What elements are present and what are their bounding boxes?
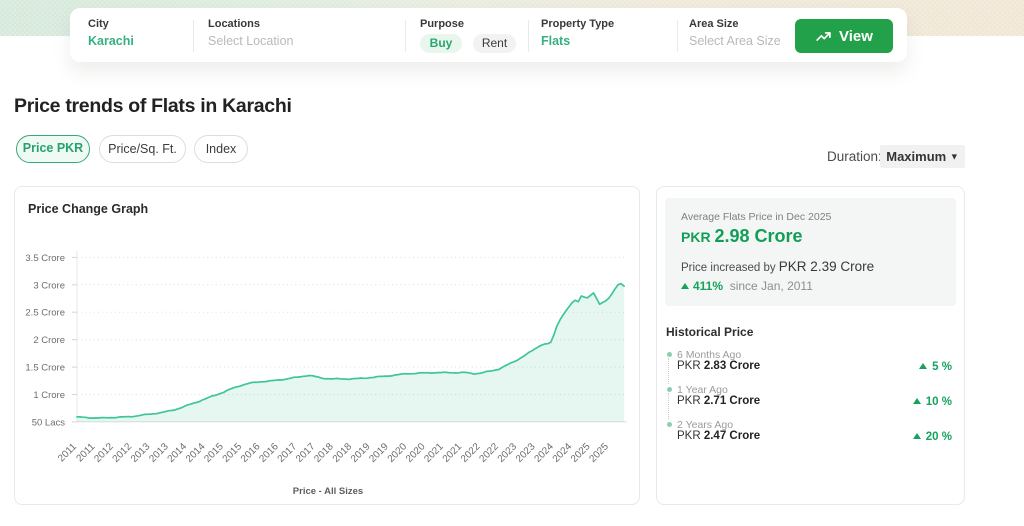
svg-text:2015: 2015 [221, 441, 245, 465]
svg-text:2021: 2021 [441, 441, 465, 465]
svg-text:3.5 Crore: 3.5 Crore [25, 253, 65, 264]
svg-text:1 Crore: 1 Crore [33, 390, 65, 401]
svg-text:2016: 2016 [257, 441, 281, 465]
svg-text:2023: 2023 [514, 441, 538, 465]
svg-text:1.5 Crore: 1.5 Crore [25, 363, 65, 374]
svg-text:2017: 2017 [294, 441, 318, 465]
svg-text:2012: 2012 [92, 441, 116, 465]
svg-text:2013: 2013 [147, 441, 171, 465]
svg-text:2021: 2021 [422, 441, 446, 465]
svg-text:2013: 2013 [129, 441, 153, 465]
svg-text:2024: 2024 [551, 441, 575, 465]
svg-text:2012: 2012 [111, 441, 135, 465]
svg-text:2023: 2023 [496, 441, 520, 465]
svg-text:2018: 2018 [312, 441, 336, 465]
svg-text:2017: 2017 [276, 441, 300, 465]
svg-text:2020: 2020 [386, 441, 410, 465]
svg-text:2025: 2025 [587, 441, 611, 465]
svg-text:2020: 2020 [404, 441, 428, 465]
svg-text:2024: 2024 [532, 441, 556, 465]
svg-text:2011: 2011 [56, 441, 79, 464]
svg-text:2022: 2022 [459, 441, 483, 465]
svg-text:2015: 2015 [202, 441, 226, 465]
svg-text:2019: 2019 [349, 441, 373, 465]
svg-text:50 Lacs: 50 Lacs [32, 417, 66, 428]
svg-text:2016: 2016 [239, 441, 263, 465]
svg-text:2014: 2014 [184, 441, 208, 465]
svg-text:2018: 2018 [331, 441, 355, 465]
svg-text:2019: 2019 [367, 441, 391, 465]
svg-text:2011: 2011 [74, 441, 97, 464]
svg-text:3 Crore: 3 Crore [33, 280, 65, 291]
svg-text:2022: 2022 [477, 441, 501, 465]
svg-text:2.5 Crore: 2.5 Crore [25, 308, 65, 319]
svg-text:2025: 2025 [569, 441, 593, 465]
svg-text:2014: 2014 [166, 441, 190, 465]
svg-text:2 Crore: 2 Crore [33, 335, 65, 346]
